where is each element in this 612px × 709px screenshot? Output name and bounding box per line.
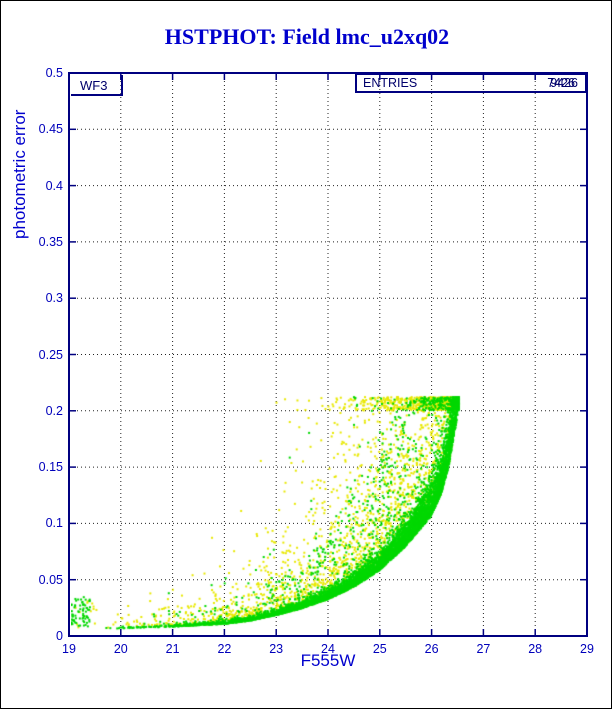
y-tick-label: 0.5: [45, 66, 63, 80]
x-axis-title: F555W: [300, 651, 356, 670]
y-tick-label: 0.3: [45, 291, 63, 306]
x-tick-label: 29: [580, 642, 594, 656]
detector-label: WF3: [80, 78, 108, 93]
y-tick-label: 0.35: [38, 234, 63, 249]
stats-box: ENTRIES 7426 9426: [355, 73, 587, 93]
entries-value: 9426: [550, 76, 578, 90]
entries-overlay-value: 7426: [547, 76, 575, 90]
y-tick-label: 0.45: [38, 122, 63, 137]
x-tick-label: 26: [424, 642, 439, 656]
y-tick-label: 0.4: [45, 178, 63, 193]
x-tick-label: 23: [269, 642, 284, 656]
page-title: HSTPHOT: Field lmc_u2xq02: [164, 24, 450, 49]
y-tick-label: 0.2: [45, 403, 63, 418]
x-tick-label: 24: [321, 642, 335, 656]
scatter-points: [71, 75, 585, 634]
x-tick-label: 28: [528, 642, 543, 656]
x-tick-label: 27: [476, 642, 491, 656]
y-tick-label: 0: [56, 629, 63, 643]
detector-label-box: WF3: [71, 75, 123, 96]
x-tick-label: 19: [62, 642, 76, 656]
y-tick-label: 0.05: [38, 572, 63, 587]
x-tick-label: 25: [372, 642, 387, 656]
x-tick-label: 22: [217, 642, 232, 656]
y-tick-label: 0.15: [38, 460, 63, 475]
entries-label: ENTRIES: [363, 76, 418, 90]
x-tick-label: 20: [113, 642, 128, 656]
y-tick-label: 0.25: [38, 347, 63, 362]
y-tick-label: 0.1: [45, 516, 63, 531]
x-tick-label: 21: [165, 642, 180, 656]
